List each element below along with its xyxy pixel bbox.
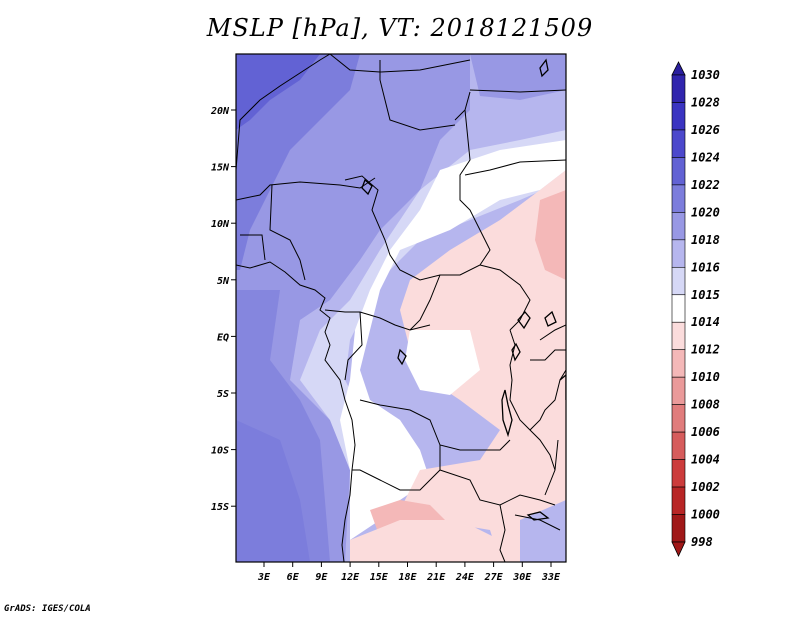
colorbar-top-arrow — [671, 61, 686, 76]
lat-tick-label: 5N — [217, 276, 230, 287]
lon-tick-label: 21E — [426, 572, 446, 583]
colorbar-label: 1012 — [691, 343, 720, 357]
lon-tick-label: 6E — [287, 572, 300, 583]
colorbar-segment — [671, 486, 686, 515]
lat-tick-label: 10N — [211, 219, 230, 230]
colorbar-bottom-arrow — [671, 541, 686, 557]
colorbar-legend: 1030 1028 1026 1024 1022 1020 1018 1016 1015 1014… — [671, 61, 720, 557]
colorbar-label: 1026 — [691, 123, 720, 137]
lon-tick-label: 27E — [484, 572, 504, 583]
lat-tick-label: 20N — [210, 106, 230, 117]
lon-tick-label: 9E — [315, 572, 328, 583]
colorbar-segment — [671, 514, 686, 543]
colorbar-label: 1000 — [691, 508, 720, 522]
colorbar-segment — [671, 239, 686, 268]
country-borders — [236, 54, 566, 562]
lon-tick-label: 3E — [257, 572, 271, 583]
chart-title: MSLP [hPa], VT: 2018121509 — [206, 14, 594, 42]
lat-tick-label: 10S — [211, 446, 229, 457]
latitude-axis: 20N 15N 10N 5N EQ 5S 10S 15S — [210, 106, 236, 513]
lat-tick-label: 15N — [211, 163, 230, 174]
colorbar-segment — [671, 157, 686, 186]
colorbar-segment — [671, 404, 686, 433]
colorbar-segment — [671, 129, 686, 158]
colorbar-label: 1024 — [691, 150, 720, 164]
colorbar-label: 1008 — [691, 398, 720, 412]
colorbar-label: 1028 — [691, 95, 720, 109]
colorbar-segment — [671, 459, 686, 488]
colorbar-label: 1002 — [691, 480, 720, 494]
colorbar-segment — [671, 349, 686, 378]
colorbar-segment — [671, 294, 686, 323]
lat-tick-label: EQ — [217, 332, 229, 343]
pressure-field — [236, 54, 566, 562]
colorbar-label: 1015 — [691, 288, 720, 302]
lon-tick-label: 30E — [512, 572, 532, 583]
map-frame — [235, 53, 567, 563]
colorbar-segment — [671, 321, 686, 351]
colorbar-label: 998 — [691, 535, 713, 549]
colorbar-label: 1004 — [691, 453, 720, 467]
lat-tick-label: 15S — [211, 502, 229, 513]
lon-tick-label: 15E — [370, 572, 389, 583]
colorbar-label: 1006 — [691, 425, 720, 439]
colorbar-segment — [671, 431, 686, 460]
lakes — [361, 58, 566, 521]
colorbar-label: 1030 — [691, 68, 720, 82]
lat-tick-label: 5S — [217, 389, 229, 400]
longitude-axis: 3E 6E 9E 12E 15E 18E 21E 24E 27E 30E 33E — [257, 562, 561, 583]
lon-tick-label: 33E — [541, 572, 561, 583]
lon-tick-label: 18E — [398, 572, 417, 583]
colorbar-label: 1016 — [691, 260, 720, 274]
colorbar-label: 1014 — [691, 315, 720, 329]
colorbar-label: 1020 — [691, 205, 720, 219]
lon-tick-label: 24E — [455, 572, 475, 583]
colorbar-label: 1018 — [691, 233, 720, 247]
colorbar-segment — [671, 102, 686, 131]
lon-tick-label: 12E — [341, 572, 360, 583]
colorbar-label: 1022 — [691, 178, 720, 192]
colorbar-segment — [671, 184, 686, 213]
colorbar-segment — [671, 376, 686, 405]
colorbar-segment — [671, 266, 686, 296]
colorbar-segment — [671, 74, 686, 103]
grads-credit: GrADS: IGES/COLA — [4, 604, 91, 614]
colorbar-label: 1010 — [691, 370, 720, 384]
colorbar-segment — [671, 212, 686, 241]
